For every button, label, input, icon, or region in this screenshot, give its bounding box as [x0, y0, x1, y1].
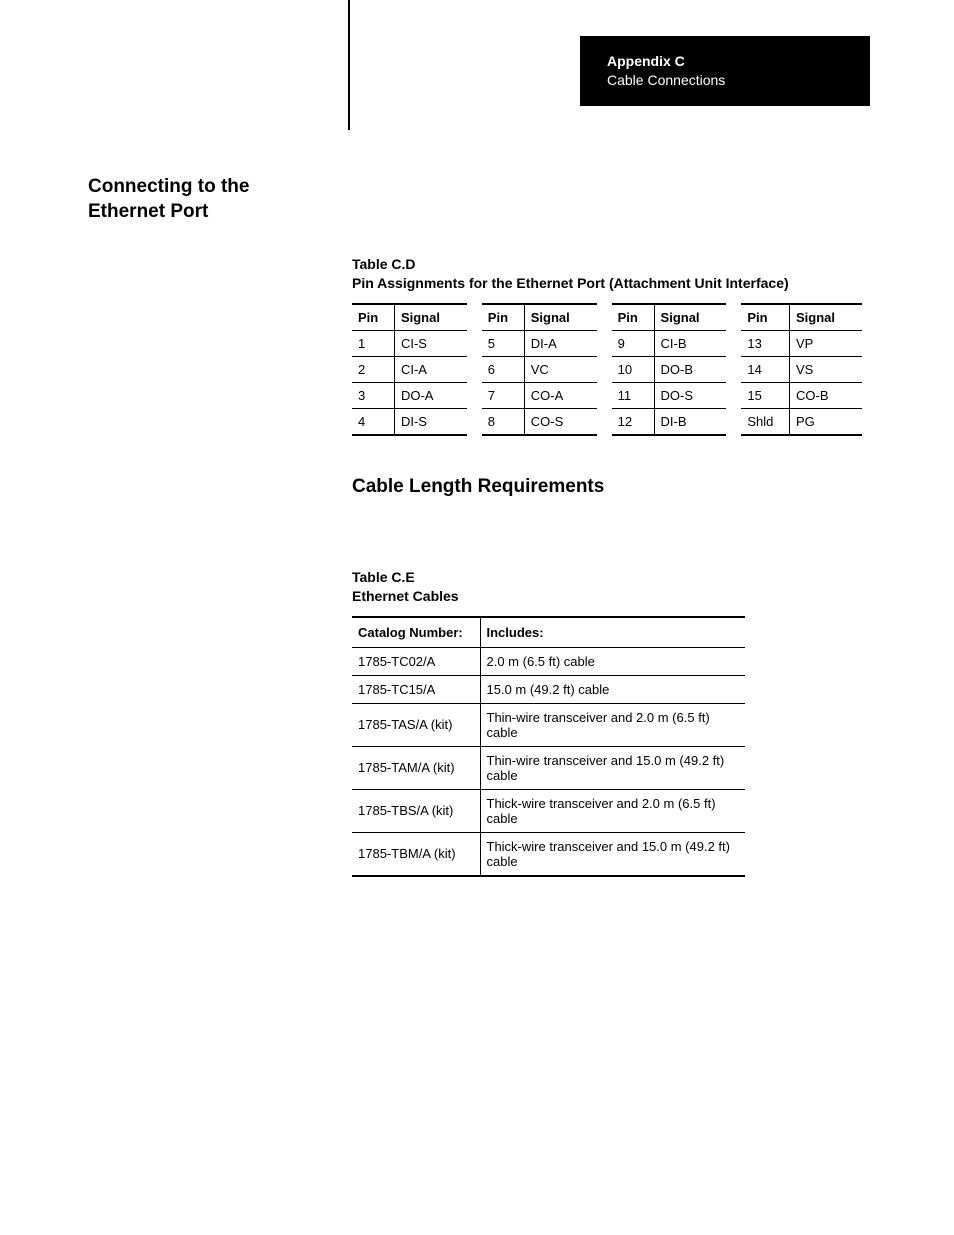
col-pin-1: Pin: [352, 304, 394, 331]
pin-cell: 11: [612, 382, 654, 408]
col-gap: [597, 304, 612, 331]
pin-cell: 12: [612, 408, 654, 435]
signal-cell: CI-A: [394, 356, 466, 382]
table-e-label: Table C.E: [352, 569, 415, 585]
signal-cell: VC: [524, 356, 596, 382]
col-gap: [726, 304, 741, 331]
table-header-row: Pin Signal Pin Signal Pin Signal Pin Sig…: [352, 304, 862, 331]
includes-cell: 2.0 m (6.5 ft) cable: [480, 647, 745, 675]
signal-cell: DO-B: [654, 356, 726, 382]
pin-cell: 2: [352, 356, 394, 382]
signal-cell: DO-A: [394, 382, 466, 408]
catalog-cell: 1785-TAS/A (kit): [352, 703, 480, 746]
table-row: 1785-TC02/A2.0 m (6.5 ft) cable: [352, 647, 745, 675]
pin-cell: 4: [352, 408, 394, 435]
vertical-header-rule: [348, 0, 350, 130]
gap-cell: [597, 408, 612, 435]
signal-cell: CI-S: [394, 330, 466, 356]
catalog-cell: 1785-TAM/A (kit): [352, 746, 480, 789]
cable-length-heading: Cable Length Requirements: [352, 476, 862, 498]
signal-cell: DO-S: [654, 382, 726, 408]
pin-cell: 8: [482, 408, 524, 435]
col-signal-2: Signal: [524, 304, 596, 331]
gap-cell: [726, 356, 741, 382]
col-includes: Includes:: [480, 617, 745, 648]
gap-cell: [597, 356, 612, 382]
table-e-caption: Table C.E Ethernet Cables: [352, 568, 862, 606]
gap-cell: [467, 382, 482, 408]
ethernet-cables-table: Catalog Number: Includes: 1785-TC02/A2.0…: [352, 616, 745, 877]
catalog-cell: 1785-TC02/A: [352, 647, 480, 675]
section-title: Connecting to the Ethernet Port: [88, 175, 249, 224]
gap-cell: [467, 356, 482, 382]
table-header-row: Catalog Number: Includes:: [352, 617, 745, 648]
pin-cell: 13: [741, 330, 789, 356]
pin-cell: 3: [352, 382, 394, 408]
table-d-caption: Table C.D Pin Assignments for the Ethern…: [352, 255, 862, 293]
table-row: 2CI-A 6VC 10DO-B 14VS: [352, 356, 862, 382]
includes-cell: 15.0 m (49.2 ft) cable: [480, 675, 745, 703]
gap-cell: [467, 408, 482, 435]
signal-cell: PG: [789, 408, 862, 435]
pin-cell: 15: [741, 382, 789, 408]
gap-cell: [597, 330, 612, 356]
gap-cell: [726, 408, 741, 435]
includes-cell: Thick-wire transceiver and 2.0 m (6.5 ft…: [480, 789, 745, 832]
pin-cell: 6: [482, 356, 524, 382]
page-header-block: Appendix C Cable Connections: [580, 36, 870, 106]
signal-cell: CO-S: [524, 408, 596, 435]
gap-cell: [467, 330, 482, 356]
col-pin-2: Pin: [482, 304, 524, 331]
table-d-title: Pin Assignments for the Ethernet Port (A…: [352, 275, 789, 291]
includes-cell: Thin-wire transceiver and 2.0 m (6.5 ft)…: [480, 703, 745, 746]
col-signal-3: Signal: [654, 304, 726, 331]
appendix-label: Appendix C: [607, 52, 870, 71]
section-title-line2: Ethernet Port: [88, 201, 208, 222]
pin-cell: 14: [741, 356, 789, 382]
signal-cell: CO-A: [524, 382, 596, 408]
pin-cell: 5: [482, 330, 524, 356]
pin-cell: 1: [352, 330, 394, 356]
catalog-cell: 1785-TBM/A (kit): [352, 832, 480, 876]
appendix-subtitle: Cable Connections: [607, 71, 870, 90]
table-row: 1785-TAM/A (kit)Thin-wire transceiver an…: [352, 746, 745, 789]
includes-cell: Thick-wire transceiver and 15.0 m (49.2 …: [480, 832, 745, 876]
signal-cell: VP: [789, 330, 862, 356]
table-row: 1785-TAS/A (kit)Thin-wire transceiver an…: [352, 703, 745, 746]
main-content-column: Table C.D Pin Assignments for the Ethern…: [352, 255, 862, 877]
table-row: 1785-TC15/A15.0 m (49.2 ft) cable: [352, 675, 745, 703]
gap-cell: [726, 382, 741, 408]
col-catalog: Catalog Number:: [352, 617, 480, 648]
catalog-cell: 1785-TC15/A: [352, 675, 480, 703]
col-signal-1: Signal: [394, 304, 466, 331]
gap-cell: [597, 382, 612, 408]
signal-cell: DI-A: [524, 330, 596, 356]
signal-cell: CI-B: [654, 330, 726, 356]
includes-cell: Thin-wire transceiver and 15.0 m (49.2 f…: [480, 746, 745, 789]
signal-cell: DI-S: [394, 408, 466, 435]
pin-cell: Shld: [741, 408, 789, 435]
table-row: 1CI-S 5DI-A 9CI-B 13VP: [352, 330, 862, 356]
pin-cell: 7: [482, 382, 524, 408]
table-row: 1785-TBS/A (kit)Thick-wire transceiver a…: [352, 789, 745, 832]
section-title-line1: Connecting to the: [88, 176, 249, 197]
col-gap: [467, 304, 482, 331]
catalog-cell: 1785-TBS/A (kit): [352, 789, 480, 832]
table-row: 3DO-A 7CO-A 11DO-S 15CO-B: [352, 382, 862, 408]
signal-cell: VS: [789, 356, 862, 382]
col-pin-3: Pin: [612, 304, 654, 331]
table-d-label: Table C.D: [352, 256, 416, 272]
pin-cell: 10: [612, 356, 654, 382]
signal-cell: DI-B: [654, 408, 726, 435]
pin-assignments-table: Pin Signal Pin Signal Pin Signal Pin Sig…: [352, 303, 862, 436]
table-e-title: Ethernet Cables: [352, 588, 459, 604]
col-pin-4: Pin: [741, 304, 789, 331]
pin-cell: 9: [612, 330, 654, 356]
col-signal-4: Signal: [789, 304, 862, 331]
table-row: 4DI-S 8CO-S 12DI-B ShldPG: [352, 408, 862, 435]
signal-cell: CO-B: [789, 382, 862, 408]
gap-cell: [726, 330, 741, 356]
table-row: 1785-TBM/A (kit)Thick-wire transceiver a…: [352, 832, 745, 876]
